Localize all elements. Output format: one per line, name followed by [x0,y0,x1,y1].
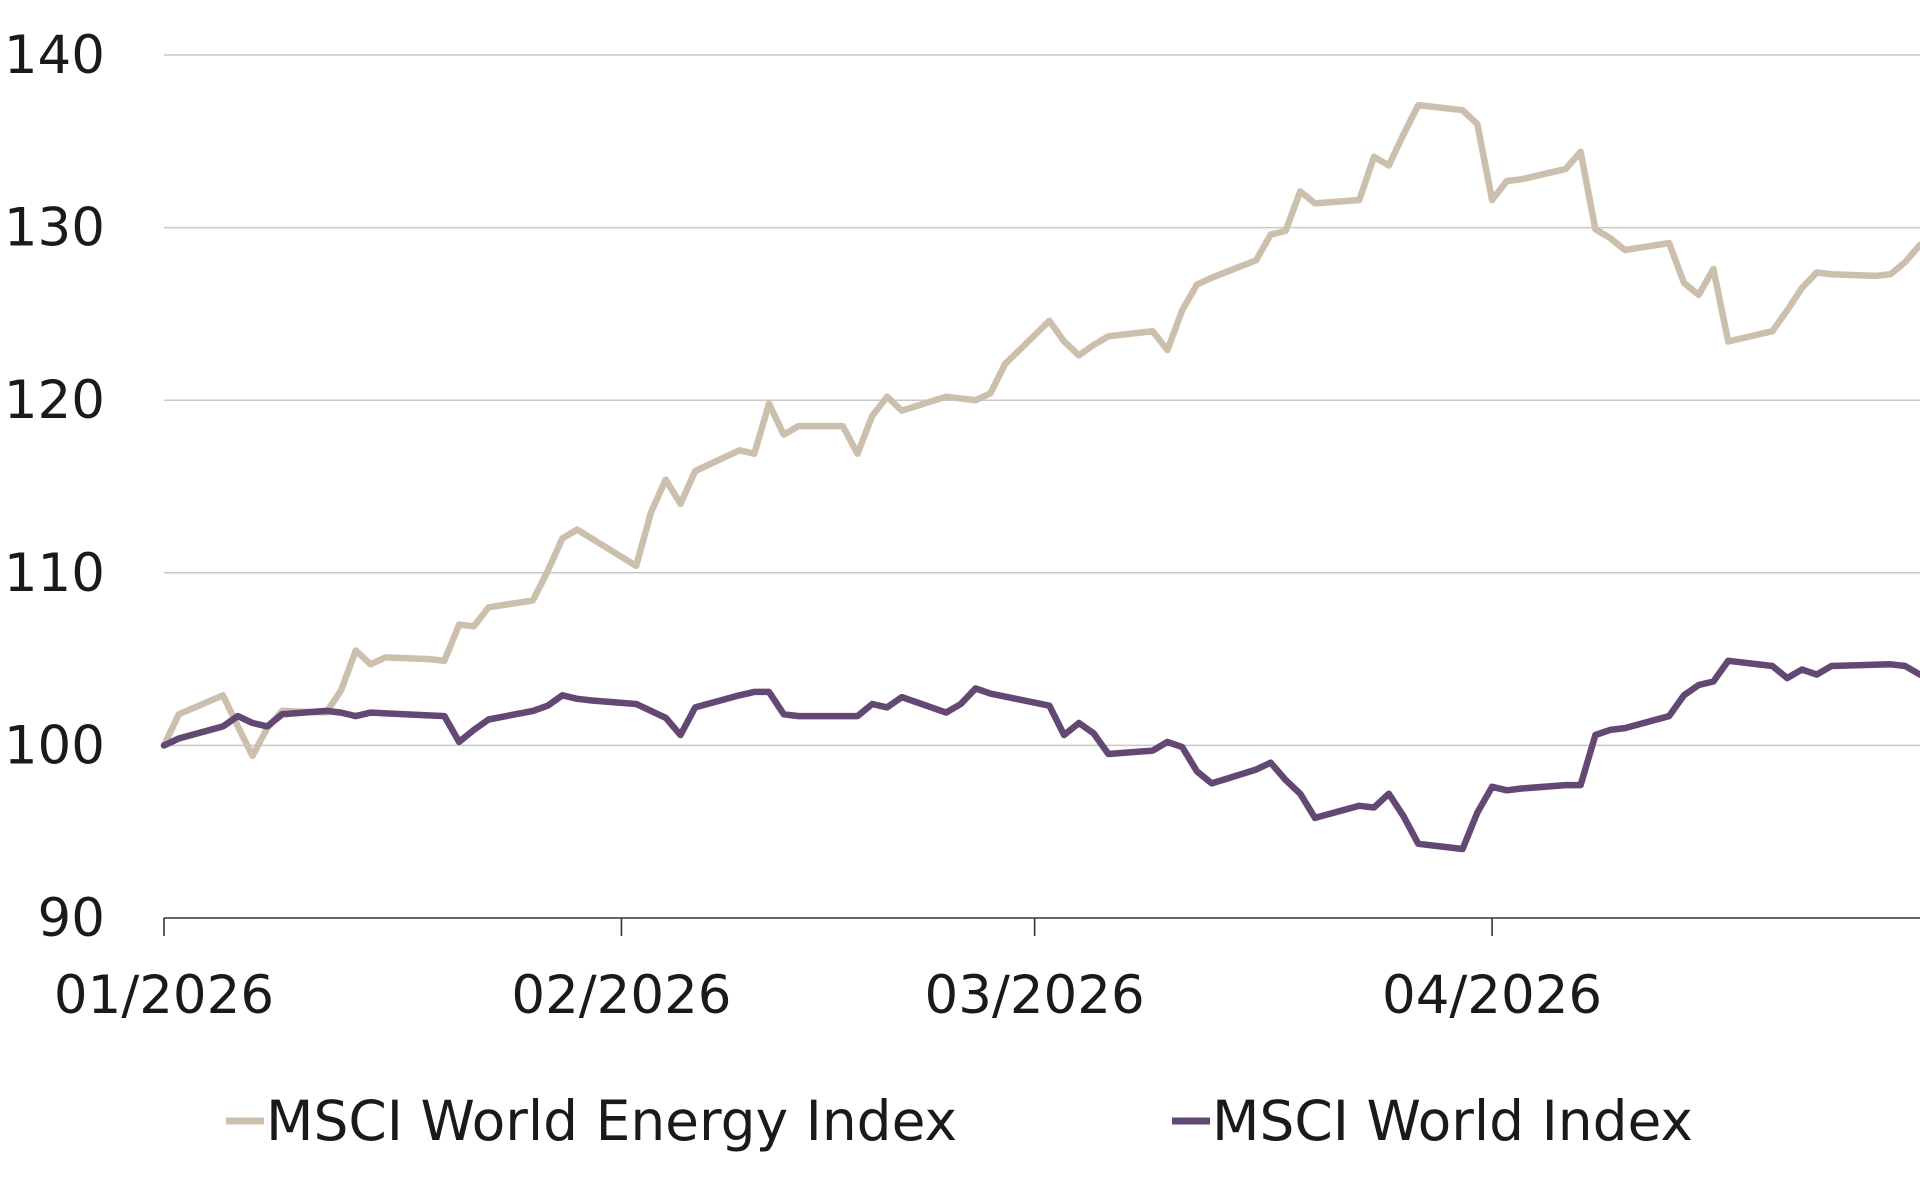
gridlines [164,54,1920,747]
x-tick-label-03-2026: 03/2026 [925,965,1145,1026]
series-msci-world-index [160,657,1920,853]
y-tick-label-100: 100 [4,715,105,776]
legend-item-msci-world-energy-index: MSCI World Energy Index [226,1089,957,1153]
legend-item-msci-world-index: MSCI World Index [1172,1089,1693,1153]
legend: MSCI World Energy Index MSCI World Index [226,1089,1693,1153]
y-tick-label-120: 120 [4,370,105,431]
y-tick-label-130: 130 [4,198,105,259]
x-axis-tick-labels: 01/2026 02/2026 03/2026 04/2026 [54,965,1602,1026]
legend-label: MSCI World Index [1212,1089,1693,1153]
y-axis-tick-labels: 90 100 110 120 130 140 [4,25,105,949]
series-lines [160,101,1920,853]
x-tick-label-04-2026: 04/2026 [1382,965,1602,1026]
y-tick-label-90: 90 [38,888,105,949]
legend-label: MSCI World Energy Index [266,1089,957,1153]
x-axis [163,917,1920,936]
series-msci-world-energy-index [160,101,1920,760]
x-tick-label-02-2026: 02/2026 [511,965,731,1026]
y-tick-label-140: 140 [4,25,105,86]
x-tick-label-01-2026: 01/2026 [54,965,274,1026]
series-line-msci-world-index [160,657,1920,853]
y-tick-label-110: 110 [4,543,105,604]
series-line-msci-world-energy-index [160,101,1920,760]
